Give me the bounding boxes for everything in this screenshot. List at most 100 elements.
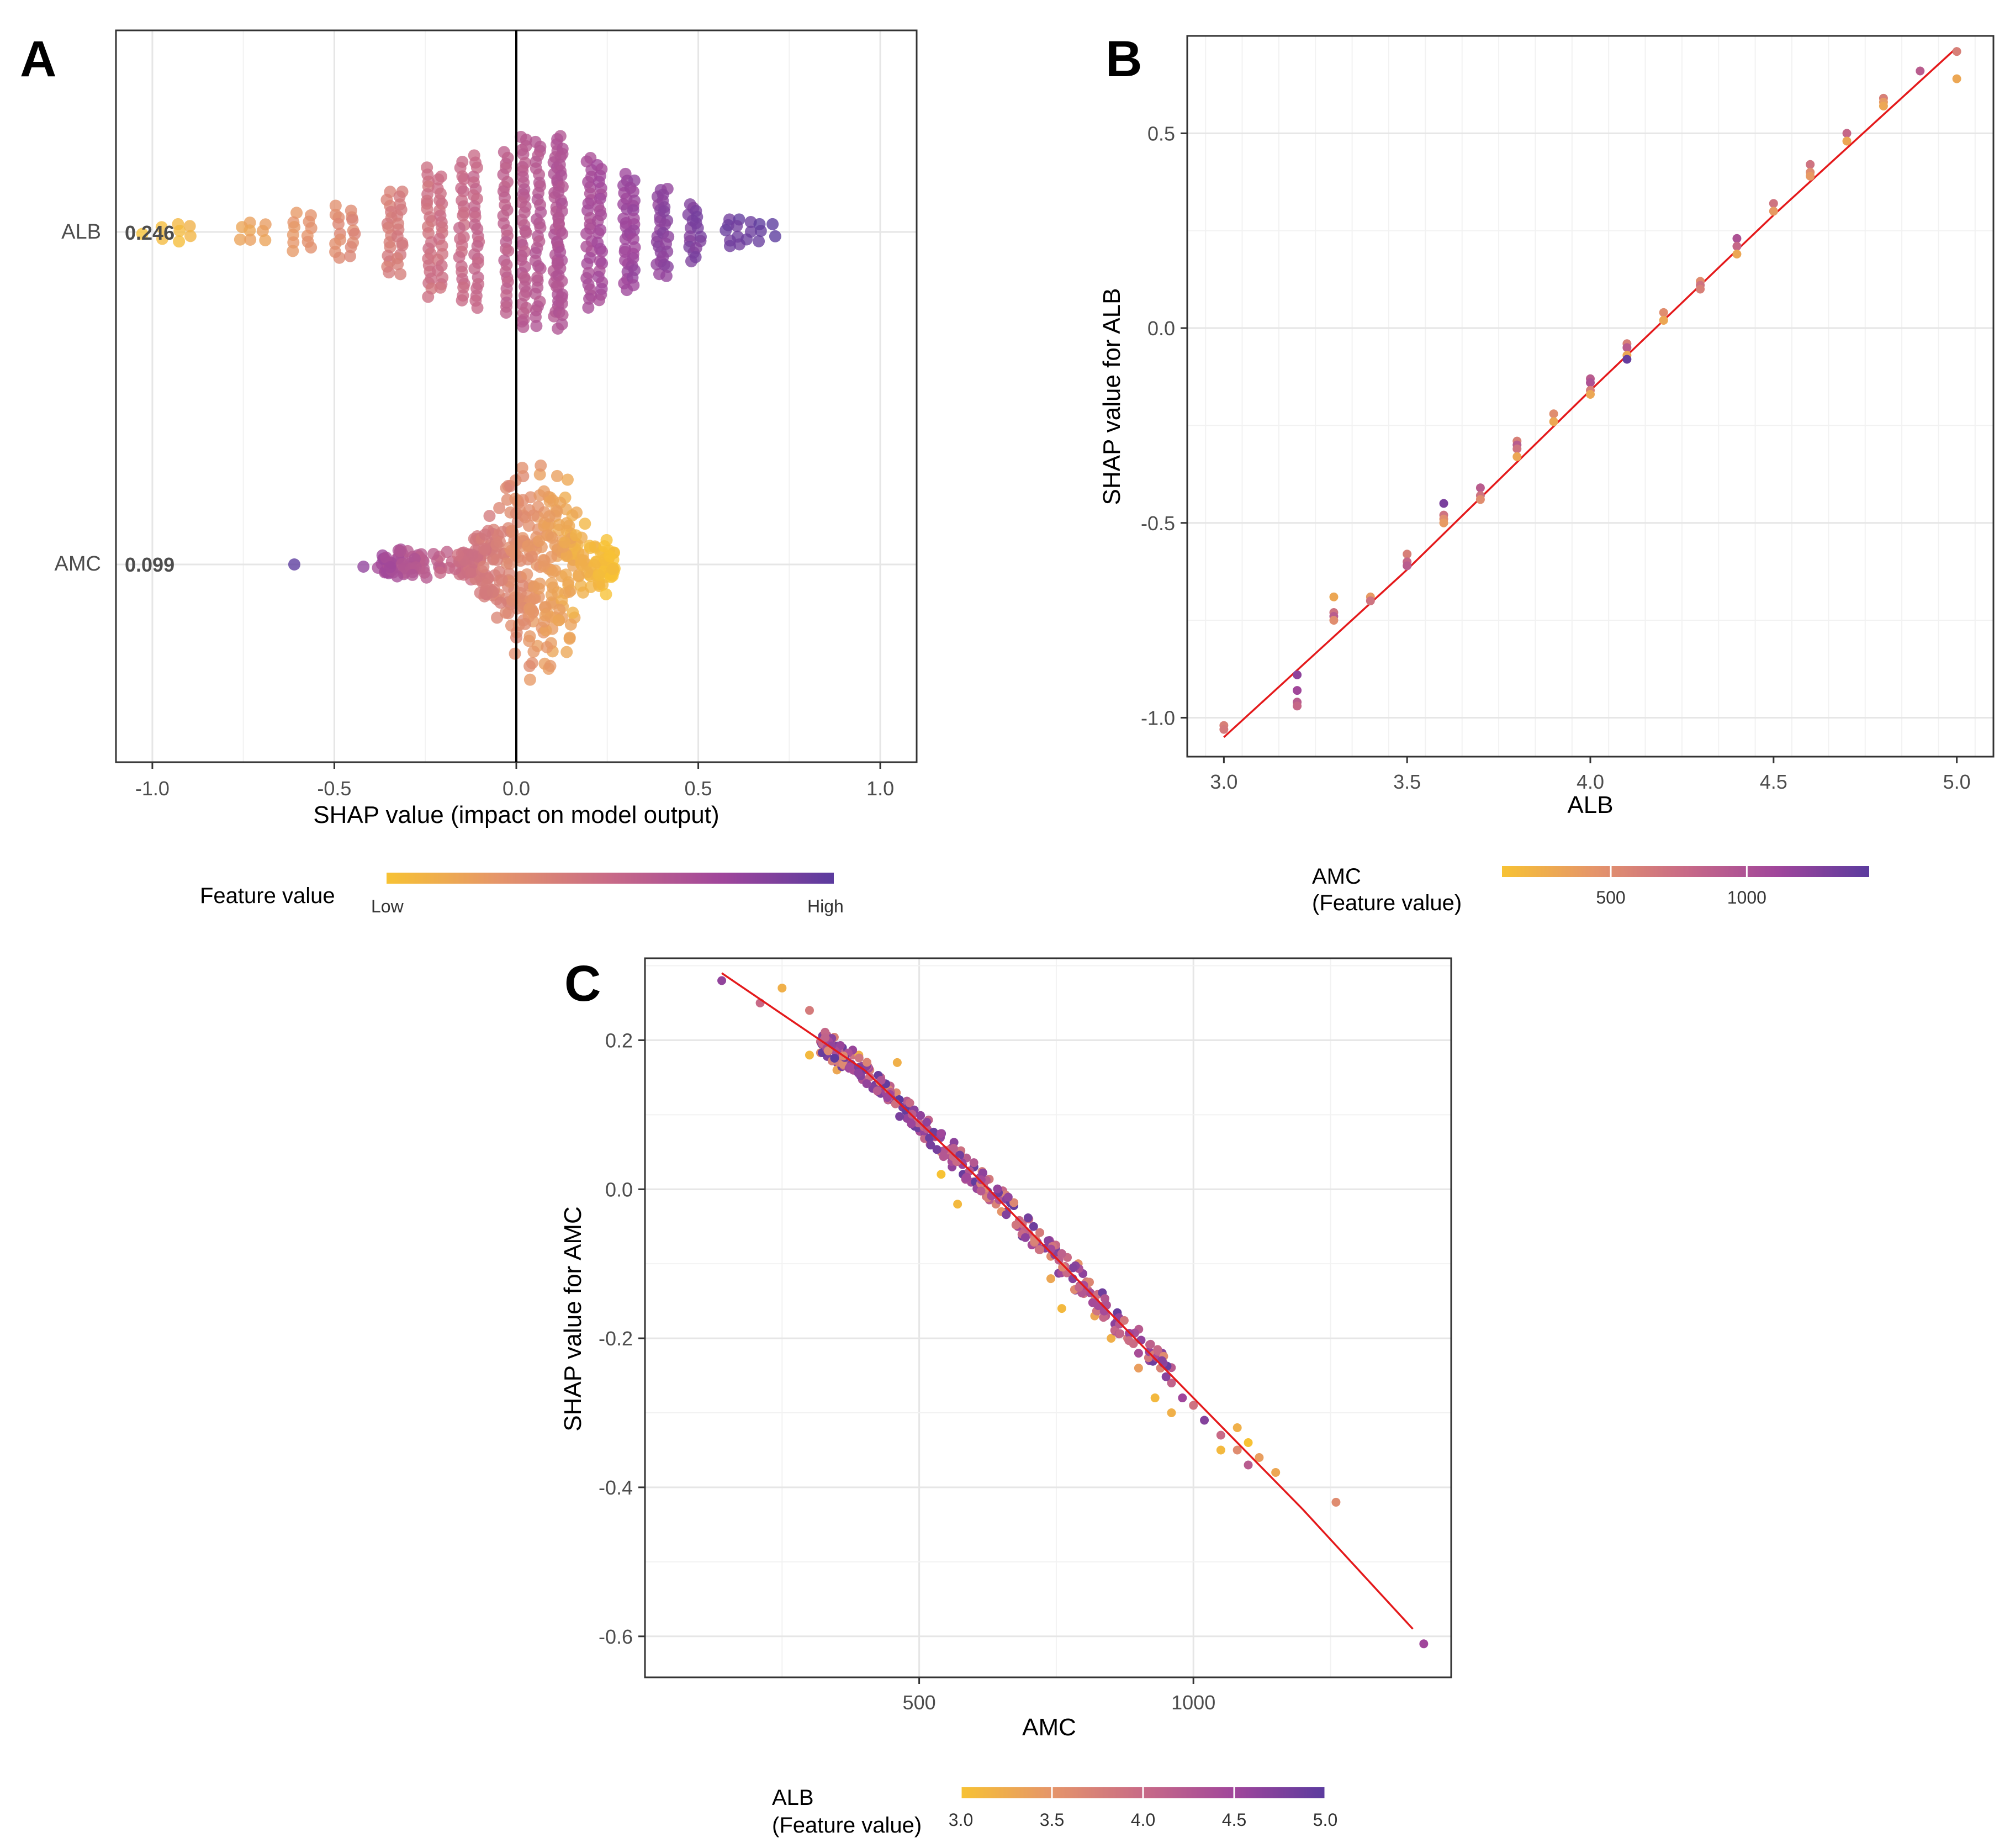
swarm-point-amc	[512, 592, 525, 604]
x-tick-label: 0.5	[685, 777, 712, 800]
swarm-point-alb	[434, 281, 447, 294]
swarm-point-amc	[519, 617, 531, 630]
swarm-point-alb	[305, 241, 318, 254]
data-point	[892, 1058, 902, 1067]
swarm-point-amc	[427, 547, 440, 560]
data-point	[1475, 483, 1485, 493]
data-point	[1842, 129, 1852, 138]
swarm-point-amc	[598, 540, 611, 553]
swarm-point-amc	[395, 558, 408, 571]
swarm-point-amc	[493, 501, 506, 514]
data-point	[905, 1099, 914, 1108]
panel-b-x-ticks: 3.0 3.5 4.0 4.5 5.0	[1210, 757, 1971, 793]
data-point	[1058, 1263, 1067, 1272]
data-point	[1659, 315, 1668, 325]
legend-c-title-line2: (Feature value)	[772, 1813, 922, 1838]
legend-tick-label: 1000	[1727, 888, 1766, 907]
legend-tick-label: 5.0	[1313, 1810, 1337, 1830]
legend-tick-label: 4.0	[1131, 1810, 1155, 1830]
swarm-point-amc	[533, 468, 546, 481]
data-point	[1271, 1467, 1281, 1477]
data-point	[805, 1006, 814, 1015]
swarm-point-amc	[486, 585, 499, 598]
swarm-point-amc	[522, 519, 535, 532]
data-point	[895, 1112, 905, 1121]
legend-tick-label: 4.5	[1222, 1810, 1246, 1830]
data-point	[1074, 1282, 1083, 1292]
swarm-point-amc	[514, 555, 527, 567]
swarm-point-amc	[546, 531, 559, 544]
data-point	[1842, 136, 1852, 146]
legend-a-colorbar	[387, 873, 834, 884]
swarm-point-amc	[357, 561, 370, 573]
swarm-point-amc	[549, 564, 562, 577]
fit-line-amc	[721, 972, 1414, 1630]
swarm-point-alb	[333, 251, 346, 264]
swarm-point-amc	[516, 462, 528, 474]
data-point	[805, 1050, 814, 1060]
swarm-point-alb	[593, 294, 606, 307]
swarm-point-alb	[769, 230, 781, 242]
swarm-point-amc	[527, 606, 539, 619]
data-point	[1293, 670, 1302, 679]
data-point	[1029, 1222, 1038, 1231]
data-point	[961, 1174, 971, 1183]
x-tick-label: 4.0	[1577, 770, 1604, 793]
data-point	[1233, 1445, 1242, 1455]
data-point	[1952, 74, 1961, 83]
swarm-point-amc	[523, 673, 536, 686]
swarm-point-alb	[346, 214, 359, 226]
data-point	[1134, 1364, 1143, 1373]
swarm-point-alb	[332, 218, 345, 230]
swarm-point-amc	[604, 550, 616, 562]
swarm-point-alb	[457, 209, 469, 222]
swarm-point-amc	[394, 545, 406, 557]
swarm-point-alb	[500, 307, 512, 319]
swarm-point-amc	[596, 578, 609, 591]
swarm-point-amc	[502, 607, 515, 620]
data-point	[1622, 343, 1632, 352]
data-point	[1200, 1416, 1209, 1425]
data-point	[1219, 725, 1229, 734]
panel-letter-b: B	[1106, 31, 1142, 87]
swarm-point-amc	[490, 553, 503, 566]
swarm-point-alb	[689, 251, 702, 263]
data-point	[1439, 518, 1448, 527]
swarm-point-alb	[422, 291, 435, 303]
swarm-point-amc	[537, 553, 550, 566]
swarm-point-amc	[523, 660, 536, 673]
swarm-point-amc	[500, 557, 513, 570]
swarm-point-amc	[564, 618, 577, 631]
legend-b-colorbar	[1502, 866, 1869, 877]
swarm-point-amc	[542, 519, 554, 532]
data-point	[1124, 1336, 1134, 1345]
swarm-point-amc	[584, 542, 597, 555]
swarm-point-alb	[551, 133, 564, 145]
swarm-point-alb	[731, 220, 743, 233]
data-point	[1732, 234, 1742, 243]
data-point	[1216, 1430, 1225, 1440]
data-point	[1806, 160, 1815, 169]
swarm-point-alb	[457, 185, 470, 198]
swarm-point-amc	[521, 568, 533, 580]
legend-a-high: High	[807, 896, 844, 916]
swarm-point-alb	[155, 221, 168, 234]
swarm-point-alb	[136, 228, 149, 240]
swarm-point-alb	[287, 245, 299, 257]
data-point	[1046, 1274, 1055, 1284]
data-point	[1069, 1263, 1078, 1273]
data-point	[862, 1058, 871, 1067]
data-point	[1329, 592, 1339, 601]
data-point	[1366, 596, 1375, 605]
swarm-point-alb	[394, 268, 407, 281]
data-point	[1419, 1639, 1429, 1649]
panel-c-points	[717, 976, 1429, 1649]
panel-b-grid	[1187, 35, 1993, 757]
swarm-point-alb	[173, 235, 186, 248]
swarm-point-alb	[753, 235, 765, 247]
data-point	[1057, 1304, 1066, 1313]
swarm-point-amc	[563, 631, 576, 644]
data-point	[1167, 1379, 1176, 1388]
swarm-point-amc	[541, 641, 553, 653]
swarm-point-amc	[539, 609, 552, 622]
